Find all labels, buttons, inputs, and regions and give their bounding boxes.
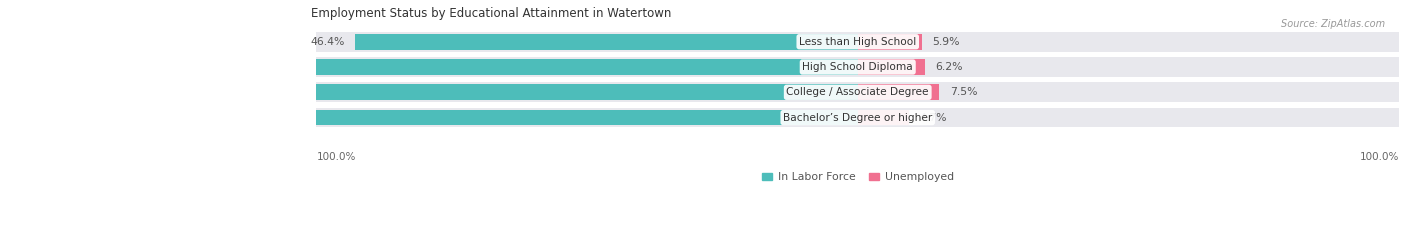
Text: 71.3%: 71.3% bbox=[112, 62, 150, 72]
Text: Less than High School: Less than High School bbox=[799, 37, 917, 47]
Text: Bachelor’s Degree or higher: Bachelor’s Degree or higher bbox=[783, 113, 932, 123]
Text: Source: ZipAtlas.com: Source: ZipAtlas.com bbox=[1281, 19, 1385, 29]
Bar bbox=[37, 85, 858, 100]
Text: 5.9%: 5.9% bbox=[932, 37, 960, 47]
Text: 80.9%: 80.9% bbox=[8, 113, 46, 123]
Legend: In Labor Force, Unemployed: In Labor Force, Unemployed bbox=[758, 168, 959, 186]
Text: College / Associate Degree: College / Associate Degree bbox=[786, 87, 929, 97]
Bar bbox=[858, 34, 921, 50]
Text: 6.2%: 6.2% bbox=[935, 62, 963, 72]
Text: 7.5%: 7.5% bbox=[950, 87, 977, 97]
Text: 46.4%: 46.4% bbox=[311, 37, 344, 47]
Bar bbox=[316, 32, 1399, 51]
Bar bbox=[858, 59, 925, 75]
Text: High School Diploma: High School Diploma bbox=[803, 62, 912, 72]
Text: 75.8%: 75.8% bbox=[65, 87, 103, 97]
Bar bbox=[316, 57, 1399, 77]
Bar bbox=[858, 85, 939, 100]
Bar bbox=[86, 59, 858, 75]
Bar bbox=[316, 108, 1399, 127]
Text: 4.7%: 4.7% bbox=[920, 113, 948, 123]
Text: 100.0%: 100.0% bbox=[316, 152, 356, 162]
Text: Employment Status by Educational Attainment in Watertown: Employment Status by Educational Attainm… bbox=[311, 7, 672, 20]
Bar bbox=[0, 110, 858, 125]
Bar bbox=[356, 34, 858, 50]
Bar bbox=[858, 110, 908, 125]
Bar bbox=[316, 82, 1399, 102]
Text: 100.0%: 100.0% bbox=[1360, 152, 1399, 162]
